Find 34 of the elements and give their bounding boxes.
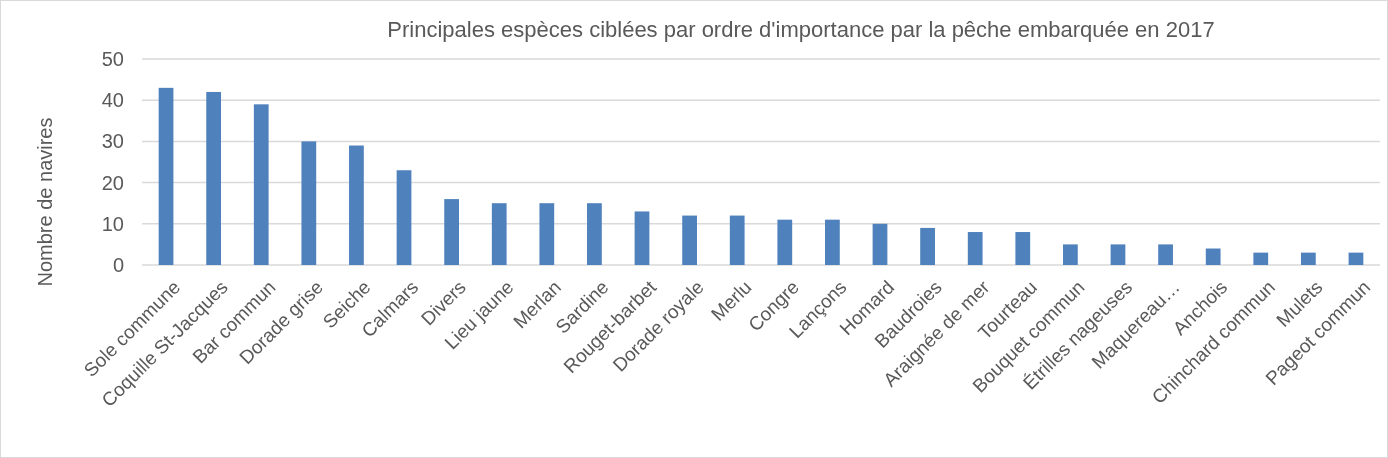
bar (206, 91, 222, 265)
y-tick-label: 20 (101, 171, 124, 194)
bar (1348, 252, 1364, 265)
y-tick-label: 50 (101, 48, 124, 70)
bar (1110, 244, 1126, 265)
bar (682, 215, 697, 265)
bar (1253, 252, 1269, 265)
bar (396, 170, 412, 265)
bar (1205, 248, 1221, 265)
y-tick-label: 40 (101, 89, 124, 112)
bar (491, 203, 507, 265)
bar (634, 211, 650, 265)
bar (253, 104, 269, 265)
bar (825, 219, 840, 265)
bar (539, 203, 555, 265)
bar (301, 141, 317, 265)
bar (158, 87, 174, 265)
bar (967, 232, 983, 265)
bar (1300, 252, 1316, 265)
bar (1158, 244, 1173, 265)
y-tick-label: 0 (112, 254, 124, 276)
bar (920, 227, 935, 265)
bar (1063, 244, 1078, 265)
y-axis-title: Nombre de navires (34, 117, 56, 287)
y-tick-label: 30 (101, 130, 124, 153)
y-tick-label: 10 (101, 212, 124, 235)
bar (729, 215, 745, 265)
bar (872, 223, 888, 265)
chart-title: Principales espèces ciblées par ordre d'importance par la pêche embarquée en 2017 (387, 17, 1215, 42)
bar (1015, 232, 1031, 265)
bar (587, 203, 602, 265)
bar (349, 145, 364, 265)
bar (777, 219, 793, 265)
bar (444, 199, 459, 265)
